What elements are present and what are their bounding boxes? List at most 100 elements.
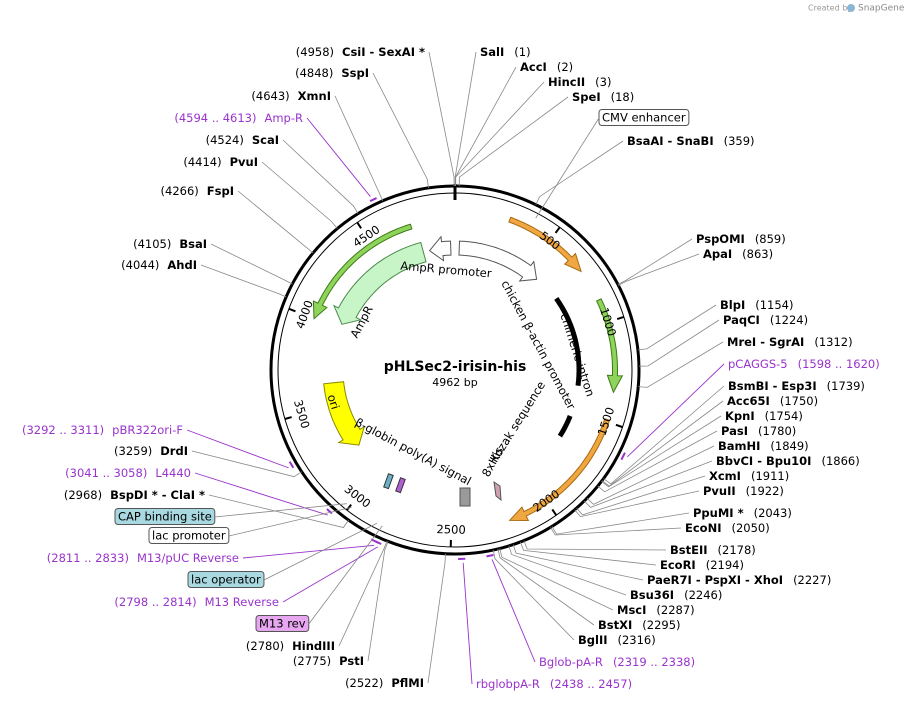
site-connector bbox=[603, 385, 725, 485]
feature-box-label: CAP binding site bbox=[118, 510, 212, 524]
site-label: (4044) AhdI bbox=[121, 258, 197, 272]
site-connector bbox=[282, 139, 359, 214]
primer-name: pCAGGS-5 bbox=[728, 357, 788, 371]
site-connector bbox=[261, 161, 338, 229]
primer-mark bbox=[369, 197, 377, 203]
site-enzymes: PstI bbox=[339, 654, 364, 668]
site-label: Acc65I (1750) bbox=[727, 394, 818, 408]
feature-box-connector bbox=[214, 503, 347, 518]
site-label: ApaI (863) bbox=[703, 247, 773, 261]
site-connector bbox=[497, 548, 595, 626]
primer-label: (2811 .. 2833) M13/pUC Reverse bbox=[47, 551, 239, 565]
primer-connector bbox=[306, 117, 371, 197]
site-position: (2968) bbox=[64, 488, 102, 502]
site-connector bbox=[492, 549, 575, 641]
feature-arrow bbox=[458, 240, 538, 282]
site-label: (2780) HindIII bbox=[246, 639, 335, 653]
site-connector bbox=[372, 72, 429, 188]
site-enzymes: BsaAI - SnaBI bbox=[627, 134, 714, 148]
primer-range: (1598 .. 1620) bbox=[798, 357, 880, 371]
feature-box bbox=[187, 571, 265, 588]
site-label: KpnI (1754) bbox=[725, 409, 803, 423]
site-label: (4414) PvuI bbox=[183, 155, 258, 169]
site-enzymes: BlpI bbox=[720, 298, 745, 312]
site-connector bbox=[458, 96, 569, 187]
feature-box-label: lac promoter bbox=[152, 529, 226, 543]
site-position: (2522) bbox=[345, 676, 383, 690]
primer-range: (3041 .. 3058) bbox=[65, 466, 147, 480]
primer-range: (2438 .. 2457) bbox=[550, 677, 632, 691]
site-connector bbox=[638, 319, 720, 367]
site-connector bbox=[637, 304, 717, 351]
site-position: (2) bbox=[557, 60, 573, 74]
site-label: PspOMI (859) bbox=[696, 232, 786, 246]
primer-label: (3292 .. 3311) pBR322ori-F bbox=[22, 423, 183, 437]
ring-tick bbox=[616, 315, 625, 320]
site-position: (1849) bbox=[770, 439, 808, 453]
site-label: BbvCI - Bpu10I (1866) bbox=[716, 454, 860, 468]
site-label: BsaAI - SnaBI (359) bbox=[627, 134, 755, 148]
site-connector bbox=[508, 545, 627, 596]
feature-arc bbox=[312, 223, 413, 320]
site-position: (2194) bbox=[706, 558, 744, 572]
site-enzymes: XmnI bbox=[298, 89, 331, 103]
site-enzymes: AhdI bbox=[167, 258, 197, 272]
site-connector bbox=[583, 460, 713, 508]
feature-box bbox=[114, 508, 216, 525]
ring-tick bbox=[615, 423, 623, 429]
site-enzymes: BglII bbox=[578, 633, 608, 647]
site-connector bbox=[428, 51, 455, 187]
site-label: BsmBI - Esp3I (1739) bbox=[728, 379, 865, 393]
primer-connector bbox=[491, 559, 536, 663]
site-position: (863) bbox=[742, 247, 773, 261]
site-label: MreI - SgrAI (1312) bbox=[727, 335, 853, 349]
primer-label: (3041 .. 3058) L4440 bbox=[65, 466, 191, 480]
ring-tick bbox=[288, 307, 296, 313]
site-label: (4524) ScaI bbox=[206, 133, 279, 147]
primer-connector bbox=[186, 429, 289, 469]
site-position: (4524) bbox=[206, 133, 244, 147]
feature-arrow bbox=[323, 381, 366, 446]
site-position: (1739) bbox=[827, 379, 865, 393]
site-position: (4848) bbox=[295, 66, 333, 80]
site-enzymes: AccI bbox=[520, 60, 547, 74]
site-enzymes: BsaI bbox=[179, 237, 207, 251]
ring-tick bbox=[284, 416, 292, 420]
site-label: PvuII (1922) bbox=[703, 484, 784, 498]
primer-mark bbox=[486, 554, 494, 558]
site-label: (2968) BspDI * - ClaI * bbox=[64, 488, 205, 502]
site-position: (18) bbox=[611, 90, 635, 104]
feature-label: 8xHis bbox=[479, 444, 506, 479]
feature-box-label: M13 rev bbox=[259, 617, 306, 631]
feature-arc bbox=[595, 298, 624, 394]
site-position: (1911) bbox=[751, 469, 789, 483]
site-position: (1750) bbox=[780, 394, 818, 408]
site-connector bbox=[550, 527, 682, 536]
site-enzymes: PasI bbox=[721, 424, 748, 438]
primer-range: (4594 .. 4613) bbox=[174, 111, 256, 125]
feature-arrow bbox=[428, 235, 452, 262]
site-connector bbox=[574, 490, 700, 518]
site-enzymes: Bsu36I bbox=[630, 588, 674, 602]
ring-tick-label: 4000 bbox=[293, 298, 316, 330]
site-enzymes: SpeI bbox=[572, 90, 601, 104]
site-position: (2295) bbox=[642, 618, 680, 632]
site-label: (4105) BsaI bbox=[133, 237, 207, 251]
ring-tick-label: 3000 bbox=[342, 482, 374, 511]
primer-name: L4440 bbox=[155, 466, 191, 480]
site-label: (2522) PflMI bbox=[345, 676, 424, 690]
site-connector bbox=[601, 415, 722, 488]
site-enzymes: PspOMI bbox=[696, 232, 745, 246]
site-enzymes: BamHI bbox=[718, 439, 760, 453]
primer-label: rbglobpA-R (2438 .. 2457) bbox=[476, 677, 632, 691]
site-label: (4848) SspI bbox=[295, 66, 369, 80]
ring-tick bbox=[551, 508, 558, 516]
feature-box-label: lac operator bbox=[191, 573, 261, 587]
site-enzymes: PvuI bbox=[230, 155, 258, 169]
site-position: (1866) bbox=[821, 454, 859, 468]
site-connector bbox=[535, 140, 624, 205]
site-connector bbox=[576, 475, 706, 516]
feature-box-connector bbox=[263, 522, 378, 581]
site-label: BstXI (2295) bbox=[598, 618, 681, 632]
